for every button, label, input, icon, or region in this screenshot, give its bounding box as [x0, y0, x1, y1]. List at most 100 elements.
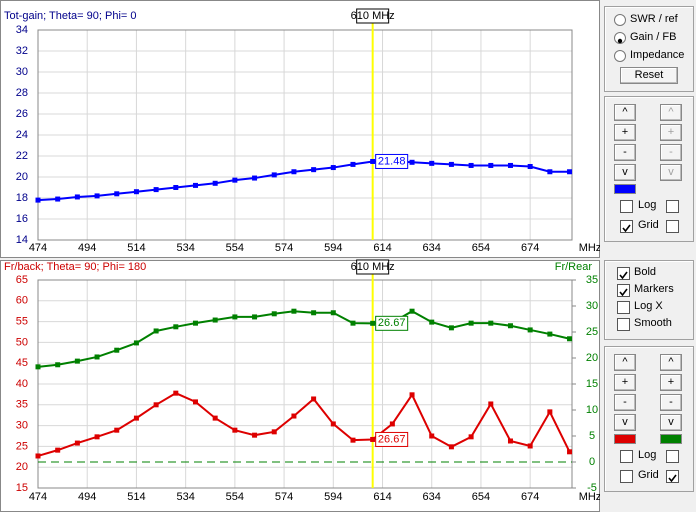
- y-tick-label: 26: [16, 108, 28, 120]
- data-point: [35, 453, 41, 459]
- axis-button[interactable]: v: [660, 164, 682, 181]
- data-point: [567, 336, 573, 342]
- x-tick-label: 554: [226, 242, 244, 254]
- y-tick-label: 28: [16, 87, 28, 99]
- data-point: [153, 187, 159, 193]
- color-swatch[interactable]: [614, 184, 636, 194]
- value-label-box: [375, 431, 409, 447]
- value-label: 26.67: [378, 317, 406, 329]
- data-point: [350, 437, 356, 443]
- checkbox[interactable]: [666, 200, 679, 213]
- data-point: [232, 314, 238, 320]
- data-point: [252, 175, 258, 181]
- x-tick-label: 554: [226, 491, 244, 503]
- y-tick-label: 32: [16, 45, 28, 57]
- marker-label: 610 MHz: [351, 261, 395, 273]
- y2-tick-label: 10: [586, 404, 598, 416]
- axis-button[interactable]: +: [660, 124, 682, 141]
- y-tick-label: 24: [16, 129, 28, 141]
- reset-button[interactable]: Reset: [620, 67, 678, 84]
- axis-button[interactable]: ^: [614, 354, 636, 371]
- axis-button[interactable]: v: [614, 164, 636, 181]
- y-tick-label: 65: [16, 274, 28, 286]
- data-point: [74, 194, 80, 200]
- data-point: [252, 432, 258, 438]
- x-tick-label: 494: [78, 242, 96, 254]
- data-point: [468, 320, 474, 326]
- radio[interactable]: [614, 14, 626, 26]
- option-label: Bold: [634, 266, 657, 278]
- y2-tick-label: 20: [586, 352, 598, 364]
- data-point: [567, 169, 573, 175]
- axis-button[interactable]: -: [614, 394, 636, 411]
- radio[interactable]: [614, 50, 626, 62]
- x-tick-label: 634: [423, 491, 441, 503]
- x-tick-label: 514: [127, 242, 145, 254]
- y2-axis-label: Fr/Rear: [555, 261, 593, 273]
- data-point: [409, 159, 415, 165]
- y-tick-label: 20: [16, 461, 28, 473]
- plot-area: [37, 279, 573, 489]
- data-point: [350, 320, 356, 326]
- axis-button[interactable]: +: [614, 124, 636, 141]
- data-point: [389, 421, 395, 427]
- data-point: [271, 172, 277, 178]
- axis-button[interactable]: v: [660, 414, 682, 431]
- axis-button[interactable]: ^: [614, 104, 636, 121]
- data-point: [488, 401, 494, 407]
- x-tick-label: 614: [373, 491, 391, 503]
- option-label: Markers: [634, 283, 674, 295]
- color-swatch[interactable]: [614, 434, 636, 444]
- checkbox[interactable]: [617, 318, 630, 331]
- color-swatch[interactable]: [660, 434, 682, 444]
- checkbox[interactable]: [620, 450, 633, 463]
- axis-button[interactable]: v: [614, 414, 636, 431]
- data-point: [567, 449, 573, 455]
- data-point: [55, 362, 61, 368]
- data-point: [291, 413, 297, 419]
- axis-button[interactable]: ^: [660, 354, 682, 371]
- checkbox[interactable]: [617, 267, 630, 280]
- checkbox[interactable]: [617, 284, 630, 297]
- radio-dot: [617, 38, 623, 44]
- axis-button[interactable]: +: [614, 374, 636, 391]
- checkbox[interactable]: [620, 200, 633, 213]
- y-tick-label: 30: [16, 66, 28, 78]
- data-point: [133, 415, 139, 421]
- checkbox[interactable]: [666, 450, 679, 463]
- x-tick-label: 474: [29, 242, 47, 254]
- y2-tick-label: 15: [586, 378, 598, 390]
- axis-button[interactable]: -: [614, 144, 636, 161]
- data-point: [192, 399, 198, 405]
- check-mark: [622, 224, 631, 233]
- y-tick-label: 34: [16, 24, 28, 36]
- checkbox[interactable]: [617, 301, 630, 314]
- radio-label: Impedance: [630, 49, 685, 61]
- chart-title: Fr/back; Theta= 90; Phi= 180: [4, 261, 146, 273]
- data-point: [547, 409, 553, 415]
- y-tick-label: 16: [16, 213, 28, 225]
- checkbox[interactable]: [620, 470, 633, 483]
- checkbox[interactable]: [620, 220, 633, 233]
- checkbox[interactable]: [666, 220, 679, 233]
- axis-button[interactable]: +: [660, 374, 682, 391]
- y-tick-label: 60: [16, 295, 28, 307]
- data-point: [192, 320, 198, 326]
- value-label-box: [375, 153, 409, 169]
- data-point: [448, 444, 454, 450]
- group-box: [604, 6, 694, 92]
- y-tick-label: 18: [16, 192, 28, 204]
- x-tick-label: 674: [521, 242, 539, 254]
- data-point: [429, 160, 435, 166]
- data-point: [311, 396, 317, 402]
- axis-button[interactable]: ^: [660, 104, 682, 121]
- radio[interactable]: [614, 32, 626, 44]
- checkbox[interactable]: [666, 470, 679, 483]
- marker-label: 610 MHz: [351, 10, 395, 22]
- x-axis-label: MHz: [579, 242, 600, 254]
- value-label: 21.48: [378, 155, 406, 167]
- axis-button[interactable]: -: [660, 394, 682, 411]
- chart-panel: [0, 260, 600, 512]
- y-tick-label: 30: [16, 420, 28, 432]
- axis-button[interactable]: -: [660, 144, 682, 161]
